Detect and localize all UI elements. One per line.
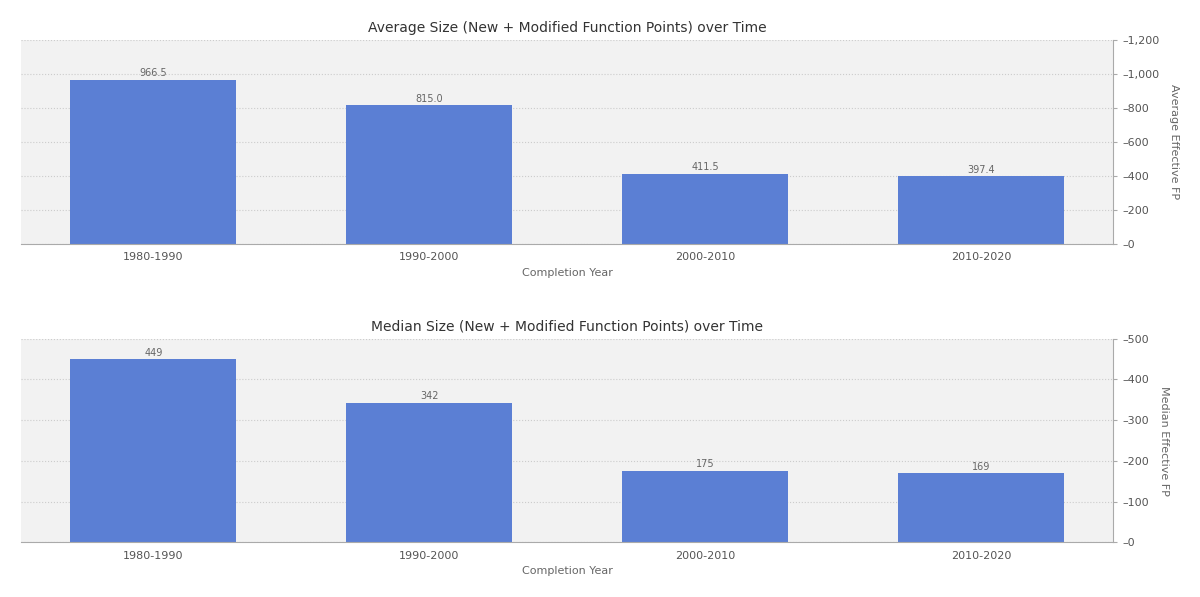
Title: Average Size (New + Modified Function Points) over Time: Average Size (New + Modified Function Po… [368,21,767,35]
Bar [623,174,788,244]
Text: 966.5: 966.5 [139,68,167,78]
Y-axis label: Median Effective FP: Median Effective FP [1159,386,1169,496]
Text: 411.5: 411.5 [691,162,719,173]
X-axis label: Completion Year: Completion Year [522,566,612,576]
Title: Median Size (New + Modified Function Points) over Time: Median Size (New + Modified Function Poi… [371,319,763,333]
Text: 815.0: 815.0 [415,94,443,104]
Text: 169: 169 [972,462,990,472]
Bar [623,471,788,542]
Bar [71,359,236,542]
Bar [899,473,1063,542]
X-axis label: Completion Year: Completion Year [522,267,612,278]
Bar [71,80,236,244]
Bar [899,176,1063,244]
Y-axis label: Average Effective FP: Average Effective FP [1169,84,1180,199]
Bar [347,106,512,244]
Text: 175: 175 [696,459,714,469]
Text: 342: 342 [420,392,438,401]
Text: 449: 449 [144,348,162,358]
Text: 397.4: 397.4 [967,165,995,175]
Bar [347,403,512,542]
